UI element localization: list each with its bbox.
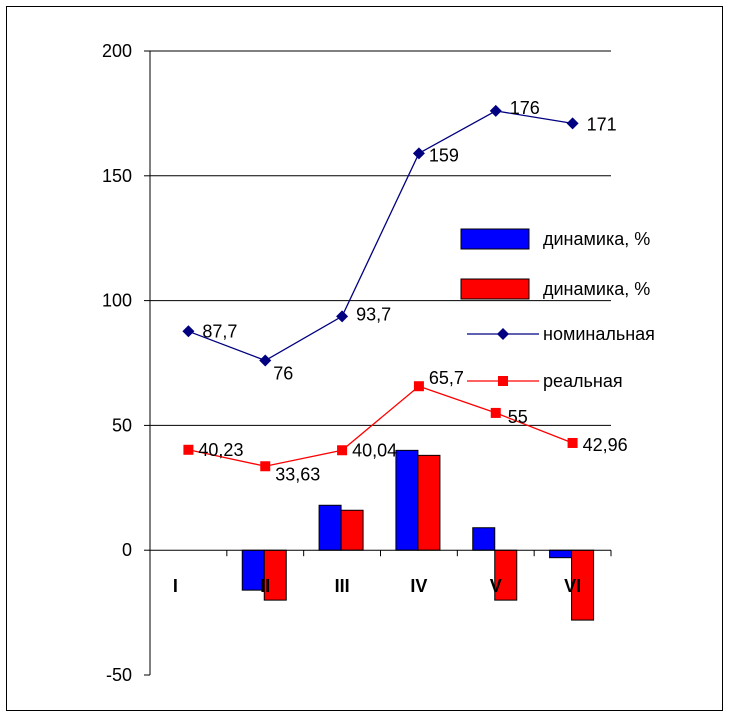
- data-label: 76: [273, 364, 293, 384]
- data-label: 33,63: [275, 464, 320, 484]
- category-label: II: [260, 576, 270, 596]
- data-label: 40,04: [352, 440, 397, 460]
- y-tick-label: 150: [102, 166, 132, 186]
- point: [182, 325, 195, 338]
- y-tick-label: 200: [102, 41, 132, 61]
- category-label: III: [335, 576, 350, 596]
- bar: [318, 504, 342, 551]
- data-label: 40,23: [198, 440, 243, 460]
- data-label: 65,7: [429, 368, 464, 388]
- data-label: 87,7: [202, 321, 237, 341]
- point: [337, 445, 348, 456]
- point: [567, 437, 578, 448]
- category-label: V: [490, 576, 502, 596]
- point: [183, 444, 194, 455]
- bar: [417, 454, 441, 551]
- bar: [340, 509, 364, 551]
- legend-label: динамика, %: [543, 229, 650, 249]
- bar: [395, 449, 419, 551]
- point: [336, 310, 349, 323]
- legend-marker: [498, 376, 508, 386]
- legend-swatch: [460, 228, 530, 250]
- bar: [549, 549, 573, 559]
- category-label: VI: [564, 576, 581, 596]
- y-tick-label: -50: [106, 665, 132, 685]
- point: [413, 381, 424, 392]
- series-line: [188, 110, 573, 362]
- bar: [472, 527, 496, 551]
- point: [412, 147, 425, 160]
- data-label: 93,7: [356, 304, 391, 324]
- series-line: [188, 385, 573, 467]
- category-label: IV: [410, 576, 427, 596]
- legend-marker: [497, 328, 509, 340]
- point: [489, 104, 502, 117]
- point: [490, 407, 501, 418]
- y-tick-label: 100: [102, 291, 132, 311]
- legend-label: реальная: [543, 371, 623, 391]
- data-label: 159: [429, 145, 459, 165]
- point: [566, 117, 579, 130]
- data-label: 55: [508, 407, 528, 427]
- legend-swatch: [460, 278, 530, 300]
- data-label: 171: [587, 114, 617, 134]
- point: [259, 354, 272, 367]
- chart-frame: [6, 6, 723, 711]
- data-label: 42,96: [583, 435, 628, 455]
- legend-label: номинальная: [543, 324, 655, 344]
- data-label: 176: [510, 98, 540, 118]
- category-label: I: [173, 576, 178, 596]
- y-tick-label: 50: [112, 415, 132, 435]
- legend-label: динамика, %: [543, 279, 650, 299]
- y-tick-label: 0: [122, 540, 132, 560]
- point: [260, 461, 271, 472]
